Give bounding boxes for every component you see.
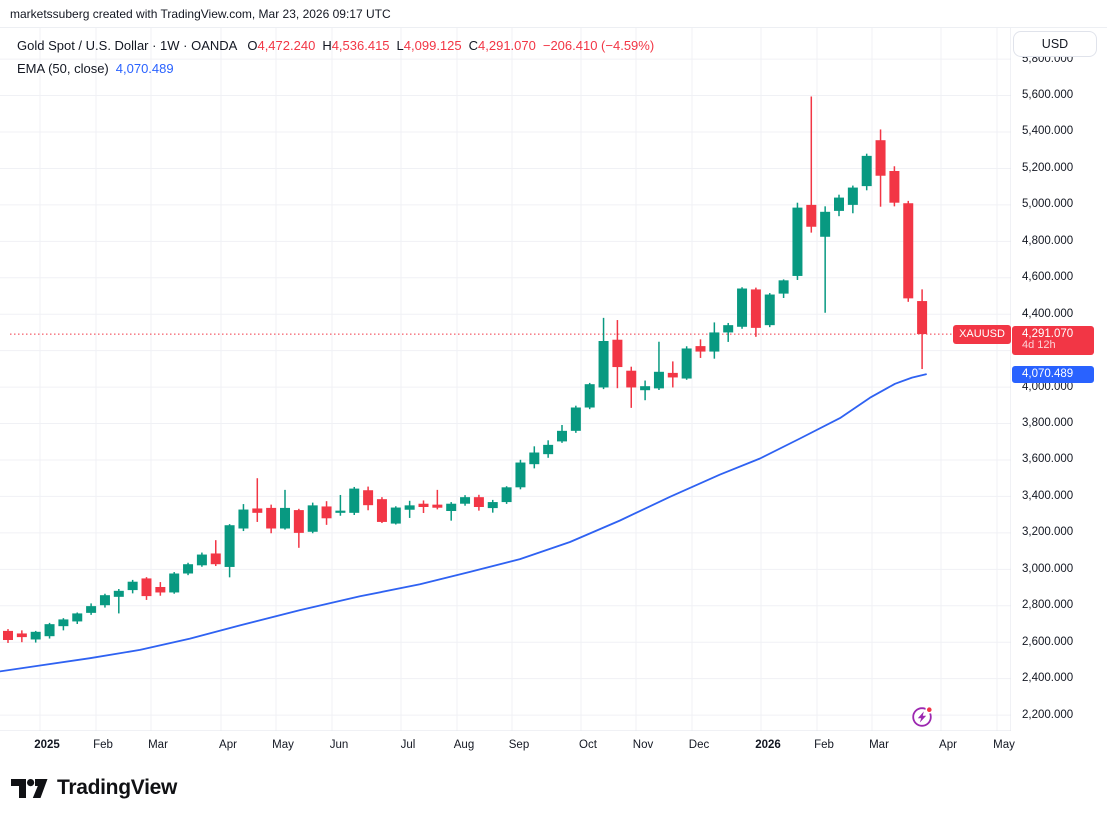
price-tick-label: 4,800.000 [1022, 234, 1074, 247]
tradingview-logo-text: TradingView [57, 776, 178, 799]
time-tick-label: May [993, 739, 1015, 751]
price-tick-label: 2,400.000 [1022, 672, 1074, 685]
lightning-bolt-icon [917, 711, 927, 723]
price-tick-label: 2,200.000 [1022, 708, 1074, 721]
time-tick-label: Feb [814, 739, 834, 751]
ema-indicator-value: 4,070.489 [115, 61, 174, 76]
price-tick-label: 3,200.000 [1022, 526, 1074, 539]
time-tick-label: Aug [453, 739, 475, 751]
price-tick-label: 5,000.000 [1022, 198, 1074, 211]
notification-dot [925, 705, 934, 714]
ema-price-badge: 4,070.489 [1012, 366, 1094, 383]
high-value: 4,536.415 [331, 38, 390, 53]
price-tick-label: 2,800.000 [1022, 599, 1074, 612]
price-tick-label: 5,200.000 [1022, 161, 1074, 174]
chart-legend: Gold Spot / U.S. Dollar · 1W · OANDA O4,4… [17, 34, 654, 80]
time-tick-label: Sep [508, 739, 530, 751]
price-axis[interactable]: 5,800.000 5,600.000 5,400.000 5,200.000 5,00… [1011, 28, 1107, 731]
price-tick-label: 2,600.000 [1022, 635, 1074, 648]
current-price-value: 4,291.070 [1022, 327, 1074, 340]
price-tick-label: 4,000.000 [1022, 380, 1074, 393]
bar-countdown: 4d 12h [1022, 338, 1056, 351]
flash-event-icon[interactable] [907, 702, 937, 732]
time-tick-label: Dec [688, 739, 710, 751]
symbol-price-flag: XAUUSD [953, 325, 1011, 344]
attribution-bar: marketssuberg created with TradingView.c… [0, 0, 1107, 28]
indicator-row: EMA (50, close) 4,070.489 [17, 57, 654, 80]
price-tick-label: 4,400.000 [1022, 307, 1074, 320]
low-value: 4,099.125 [403, 38, 462, 53]
low-label: L [396, 38, 404, 53]
footer-branding[interactable]: TradingView [11, 773, 177, 803]
price-tick-label: 3,000.000 [1022, 562, 1074, 575]
time-tick-label: 2025 [34, 739, 60, 751]
price-tick-label: 5,600.000 [1022, 89, 1074, 102]
time-tick-label: May [272, 739, 294, 751]
time-tick-label: 2026 [755, 739, 781, 751]
time-tick-label: Nov [632, 739, 654, 751]
price-tick-label: 3,400.000 [1022, 489, 1074, 502]
symbol-title[interactable]: Gold Spot / U.S. Dollar · 1W · OANDA [17, 38, 238, 53]
close-label: C [468, 38, 479, 53]
currency-button[interactable]: USD [1013, 31, 1097, 57]
tradingview-logo-icon [11, 778, 48, 798]
time-tick-label: Mar [869, 739, 889, 751]
symbol-row: Gold Spot / U.S. Dollar · 1W · OANDA O4,4… [17, 34, 654, 57]
time-tick-label: Oct [579, 739, 597, 751]
time-axis[interactable]: 2025 Feb Mar Apr May Jun Jul Aug Sep Oct Nov Dec 202… [0, 731, 1107, 760]
price-tick-label: 3,800.000 [1022, 417, 1074, 430]
time-tick-label: Jul [400, 739, 416, 751]
price-tick-label: 3,600.000 [1022, 453, 1074, 466]
price-tick-label: 4,600.000 [1022, 271, 1074, 284]
time-tick-label: Feb [93, 739, 113, 751]
time-tick-label: Apr [219, 739, 237, 751]
open-value: 4,472.240 [257, 38, 316, 53]
time-tick-label: Jun [329, 739, 349, 751]
open-label: O [247, 38, 258, 53]
high-label: H [322, 38, 332, 53]
time-tick-label: Mar [148, 739, 168, 751]
change-value: −206.410 (−4.59%) [542, 38, 655, 53]
current-price-badge: 4,291.070 4d 12h [1012, 325, 1094, 355]
time-tick-label: Apr [939, 739, 957, 751]
ema-indicator-label[interactable]: EMA (50, close) [17, 61, 109, 76]
price-tick-label: 5,400.000 [1022, 125, 1074, 138]
close-value: 4,291.070 [478, 38, 536, 53]
